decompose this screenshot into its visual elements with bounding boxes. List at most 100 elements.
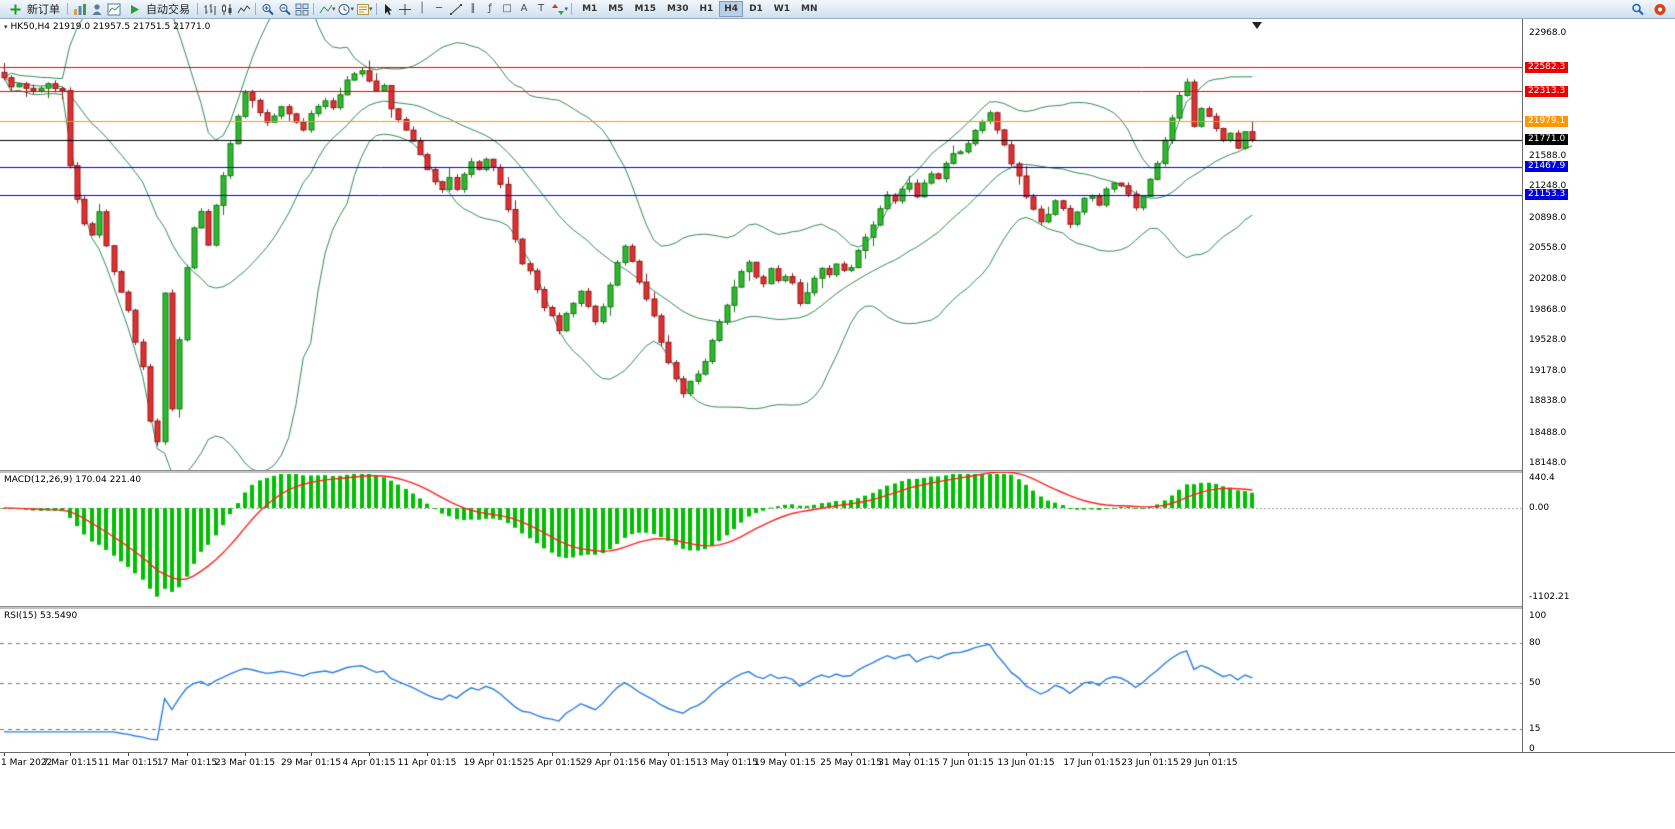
mql5-community-icon[interactable] bbox=[1651, 2, 1668, 17]
time-axis[interactable]: 1 Mar 2022 7 Mar 01:15 11 Mar 01:15 17 Mar … bbox=[0, 752, 1675, 771]
line-chart-icon[interactable] bbox=[235, 2, 252, 17]
panel-separator[interactable] bbox=[0, 606, 1675, 609]
price-level-badge: 21979.1 bbox=[1525, 115, 1569, 127]
chart-expander-icon[interactable]: ▾ bbox=[4, 23, 8, 31]
time-tick bbox=[1209, 753, 1210, 756]
price-tick: 20898.0 bbox=[1529, 212, 1567, 223]
time-label: 11 Mar 01:15 bbox=[97, 758, 159, 768]
price-tick: 19868.0 bbox=[1529, 304, 1567, 315]
timeframe-button-MN[interactable]: MN bbox=[801, 4, 818, 14]
auto-trading-play-icon bbox=[126, 2, 143, 17]
vertical-line-icon[interactable]: │ bbox=[419, 3, 426, 14]
time-label: 11 Apr 01:15 bbox=[397, 758, 457, 768]
label-icon[interactable]: T bbox=[537, 3, 545, 14]
bar-chart-icon[interactable] bbox=[201, 2, 218, 17]
fibonacci-icon[interactable]: ƒ bbox=[488, 3, 492, 14]
zoom-out-icon[interactable] bbox=[276, 2, 293, 17]
time-label: 13 Jun 01:15 bbox=[997, 758, 1055, 768]
cursor-icon[interactable] bbox=[380, 2, 397, 17]
toolbar-separator bbox=[571, 3, 573, 15]
templates-icon[interactable] bbox=[354, 2, 371, 17]
time-tick bbox=[610, 753, 611, 756]
price-level-badge: 22582.3 bbox=[1525, 61, 1569, 73]
time-label: 25 May 01:15 bbox=[820, 758, 882, 768]
time-label: 29 Apr 01:15 bbox=[580, 758, 640, 768]
rsi-axis-tick: 15 bbox=[1529, 724, 1541, 735]
search-icon[interactable] bbox=[1629, 2, 1646, 17]
periods-caret-icon[interactable]: ▾ bbox=[350, 5, 355, 13]
rsi-axis-tick: 80 bbox=[1529, 637, 1541, 648]
time-label: 7 Jun 01:15 bbox=[942, 758, 994, 768]
timeframe-button-M5[interactable]: M5 bbox=[608, 4, 624, 14]
templates-caret-icon[interactable]: ▾ bbox=[369, 5, 373, 13]
price-tick: 22968.0 bbox=[1529, 28, 1567, 38]
timeframe-button-M1[interactable]: M1 bbox=[582, 4, 598, 14]
price-chart-canvas[interactable] bbox=[0, 19, 1522, 470]
text-icon[interactable]: A bbox=[520, 3, 528, 14]
price-axis[interactable]: 22968.021938.021588.021248.020898.020558… bbox=[1522, 19, 1675, 770]
channel-icon[interactable]: ∥ bbox=[470, 3, 476, 14]
price-tick: 21588.0 bbox=[1529, 151, 1567, 162]
toolbar-separator bbox=[313, 3, 314, 15]
rsi-axis-tick: 100 bbox=[1529, 611, 1547, 621]
shapes-icon[interactable]: □ bbox=[502, 3, 512, 14]
rsi-panel-canvas[interactable] bbox=[0, 608, 1522, 752]
periods-clock-icon[interactable] bbox=[336, 2, 353, 17]
rsi-axis-tick: 50 bbox=[1529, 677, 1541, 688]
price-level-badge: 21467.9 bbox=[1525, 161, 1569, 173]
time-tick bbox=[128, 753, 129, 756]
chart-shift-marker-icon[interactable] bbox=[1252, 22, 1262, 29]
panel-separator[interactable] bbox=[0, 470, 1675, 473]
time-tick bbox=[909, 753, 910, 756]
time-label: 7 Mar 01:15 bbox=[42, 758, 98, 768]
horizontal-line-icon[interactable]: ─ bbox=[436, 3, 443, 14]
arrows-caret-icon[interactable]: ▾ bbox=[564, 5, 569, 13]
timeframe-button-M15[interactable]: M15 bbox=[634, 4, 656, 14]
price-tick: 18488.0 bbox=[1529, 427, 1567, 438]
time-label: 23 Jun 01:15 bbox=[1121, 758, 1179, 768]
time-tick bbox=[70, 753, 71, 756]
time-label: 1 Mar 2022 bbox=[1, 758, 53, 768]
arrows-icon[interactable] bbox=[550, 2, 567, 17]
macd-axis-tick: 0.00 bbox=[1529, 503, 1550, 513]
main-toolbar: 新订单 自动交易 ▾ ▾ ▾ bbox=[0, 0, 1675, 19]
time-tick bbox=[187, 753, 188, 756]
tile-windows-icon[interactable] bbox=[293, 2, 310, 17]
time-tick bbox=[369, 753, 370, 756]
charts-icon[interactable] bbox=[105, 2, 122, 17]
timeframe-button-M30[interactable]: M30 bbox=[666, 4, 689, 14]
macd-label: MACD(12,26,9) 170.04 221.40 bbox=[4, 475, 142, 485]
timeframe-button-H4[interactable]: H4 bbox=[719, 1, 744, 17]
price-tick: 20558.0 bbox=[1529, 243, 1567, 254]
time-label: 6 May 01:15 bbox=[640, 758, 696, 768]
candlestick-icon[interactable] bbox=[218, 2, 235, 17]
time-tick bbox=[727, 753, 728, 756]
timeframe-buttons: M1 M5 M15 M30 H1 H4 D1 W1 MN bbox=[577, 1, 822, 17]
time-tick bbox=[311, 753, 312, 756]
market-watch-icon[interactable] bbox=[71, 2, 88, 17]
toolbar-separator bbox=[255, 3, 256, 15]
time-tick bbox=[785, 753, 786, 756]
crosshair-icon[interactable] bbox=[397, 2, 414, 17]
time-label: 4 Apr 01:15 bbox=[342, 758, 396, 768]
rsi-axis-tick: 0 bbox=[1529, 744, 1535, 754]
macd-panel-canvas[interactable] bbox=[0, 472, 1522, 606]
new-order-button[interactable]: 新订单 bbox=[3, 1, 64, 17]
timeframe-button-H1[interactable]: H1 bbox=[699, 4, 714, 14]
time-tick bbox=[493, 753, 494, 756]
toolbar-right-group bbox=[1629, 2, 1672, 17]
profile-icon[interactable] bbox=[88, 2, 105, 17]
auto-trading-label: 自动交易 bbox=[146, 3, 190, 16]
indicators-icon[interactable] bbox=[317, 2, 334, 17]
timeframe-button-D1[interactable]: D1 bbox=[749, 4, 763, 14]
indicators-caret-icon[interactable]: ▾ bbox=[332, 5, 336, 13]
zoom-in-icon[interactable] bbox=[259, 2, 276, 17]
time-label: 29 Mar 01:15 bbox=[280, 758, 342, 768]
toolbar-separator bbox=[197, 3, 198, 15]
toolbar-separator bbox=[375, 3, 377, 15]
price-level-badge: 21771.0 bbox=[1525, 134, 1569, 146]
timeframe-button-W1[interactable]: W1 bbox=[773, 4, 790, 14]
trendline-icon[interactable] bbox=[448, 2, 465, 17]
auto-trading-button[interactable]: 自动交易 bbox=[122, 1, 194, 17]
time-tick bbox=[668, 753, 669, 756]
